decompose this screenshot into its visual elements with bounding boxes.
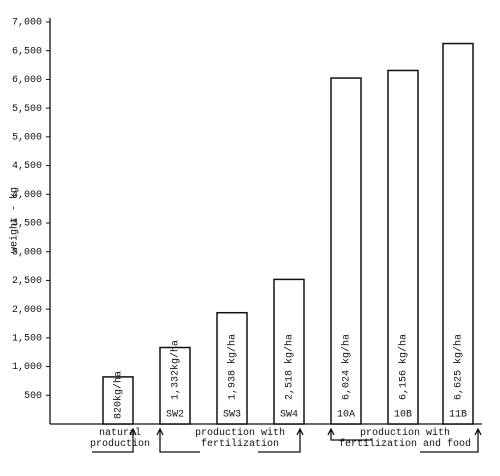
y-tick-label: 7,000 xyxy=(12,18,42,29)
value-label: 1,938 kg/ha xyxy=(227,334,239,400)
value-label: 820kg/ha xyxy=(113,371,125,419)
value-label: 2,518 kg/ha xyxy=(284,334,296,400)
value-label: 6,625 kg/ha xyxy=(453,334,465,400)
y-tick-label: 1,500 xyxy=(12,333,42,344)
x-tick-label: 10A xyxy=(337,410,355,421)
bar xyxy=(330,77,362,425)
y-tick-label: 3,500 xyxy=(12,219,42,230)
y-tick-label: 500 xyxy=(24,391,42,402)
y-tick-label: 4,500 xyxy=(12,161,42,172)
value-label: 6,024 kg/ha xyxy=(341,334,353,400)
group-label: natural production xyxy=(89,428,150,450)
bar xyxy=(102,376,134,425)
bar xyxy=(273,278,305,425)
value-label: 1,332kg/ha xyxy=(170,340,182,400)
bar xyxy=(442,42,474,425)
y-tick-label: 1,000 xyxy=(12,362,42,373)
y-tick-label: 5,500 xyxy=(12,104,42,115)
bar xyxy=(387,69,419,425)
group-brackets xyxy=(92,427,482,453)
bar xyxy=(159,346,191,425)
x-tick-label: 11B xyxy=(449,410,467,421)
bar xyxy=(216,311,248,425)
y-tick-label: 2,500 xyxy=(12,276,42,287)
x-tick-label: SW4 xyxy=(280,410,298,421)
x-tick-label: SW2 xyxy=(166,410,184,421)
y-tick-label: 6,500 xyxy=(12,46,42,57)
y-tick-label: 6,000 xyxy=(12,75,42,86)
group-label: production with fertilization xyxy=(194,428,285,450)
x-tick-label: SW3 xyxy=(223,410,241,421)
group-label: production with fertilization and food xyxy=(338,428,472,450)
y-tick-label: 2,000 xyxy=(12,305,42,316)
value-label: 6,156 kg/ha xyxy=(398,334,410,400)
y-tick-label: 4,000 xyxy=(12,190,42,201)
y-axis-label: weight - kg xyxy=(9,187,21,253)
x-tick-label: 10B xyxy=(394,410,412,421)
y-tick-label: 3,000 xyxy=(12,247,42,258)
y-tick-label: 5,000 xyxy=(12,132,42,143)
